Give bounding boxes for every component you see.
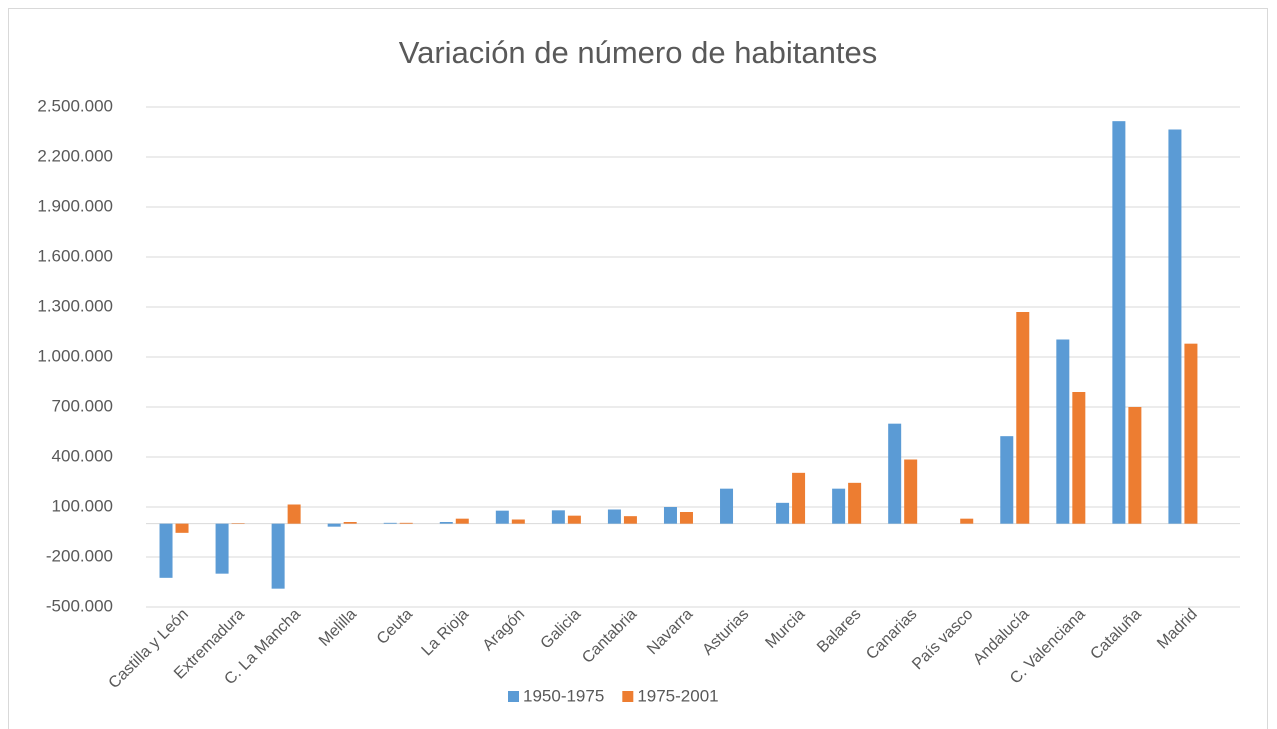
y-tick-label: 1.600.000	[37, 246, 113, 265]
y-tick-label: 2.200.000	[37, 146, 113, 165]
bar	[832, 488, 846, 524]
legend-swatch	[508, 691, 519, 702]
bar	[287, 504, 301, 524]
bar	[776, 502, 790, 524]
bar	[1184, 343, 1198, 524]
bar	[623, 516, 637, 524]
legend-swatch	[622, 691, 634, 702]
y-tick-label: 1.000.000	[37, 346, 113, 365]
bar	[679, 512, 693, 524]
bar	[888, 423, 902, 524]
legend-label: 1975-2001	[637, 686, 718, 705]
bar	[904, 459, 918, 524]
bar	[159, 523, 173, 578]
y-tick-label: -500.000	[46, 596, 113, 615]
bar	[551, 510, 565, 524]
bar	[215, 523, 229, 574]
y-tick-label: 1.900.000	[37, 196, 113, 215]
bar	[175, 523, 189, 533]
bar	[271, 523, 285, 589]
bar	[495, 510, 509, 524]
chart-title: Variación de número de habitantes	[399, 35, 878, 70]
bar	[383, 522, 397, 524]
bar	[663, 507, 677, 524]
bar	[511, 519, 525, 524]
bar	[439, 522, 453, 524]
bar	[1168, 129, 1182, 524]
bar	[960, 518, 974, 524]
y-tick-label: 400.000	[52, 446, 113, 465]
y-tick-label: 100.000	[52, 496, 113, 515]
y-tick-label: 2.500.000	[37, 96, 113, 115]
bar	[327, 523, 341, 527]
bar	[1056, 339, 1070, 524]
y-tick-label: 1.300.000	[37, 296, 113, 315]
legend-label: 1950-1975	[523, 686, 604, 705]
bar	[1000, 436, 1014, 524]
bar	[231, 523, 245, 524]
bar	[1072, 392, 1086, 524]
bar	[343, 522, 357, 524]
bar	[720, 488, 734, 524]
bar	[1112, 121, 1126, 524]
y-tick-label: -200.000	[46, 546, 113, 565]
bar	[399, 522, 413, 524]
bar	[607, 509, 621, 524]
bar	[455, 518, 469, 524]
bar	[792, 472, 806, 524]
bar	[567, 515, 581, 524]
bar	[1016, 312, 1030, 524]
y-tick-label: 700.000	[52, 396, 113, 415]
bar	[1128, 407, 1142, 524]
bar	[848, 482, 862, 524]
